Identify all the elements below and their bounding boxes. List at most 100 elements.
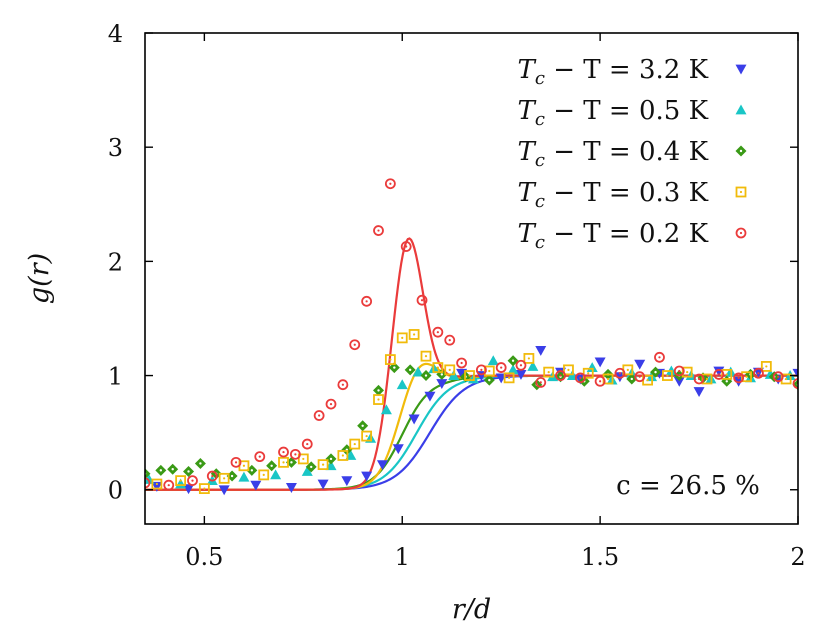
data-point [487, 355, 499, 366]
legend-marker [735, 145, 747, 157]
data-point [582, 367, 594, 379]
data-point [444, 334, 456, 346]
data-point [396, 332, 408, 344]
data-point [270, 469, 282, 480]
data-point [563, 364, 574, 376]
legend-marker [735, 104, 747, 115]
data-point [515, 370, 527, 380]
data-point [206, 470, 218, 482]
data-point [741, 371, 752, 383]
data-point [475, 364, 487, 376]
data-point [495, 362, 507, 373]
data-point [535, 377, 547, 388]
y-tick-label: 0 [108, 477, 123, 505]
data-point [713, 369, 725, 380]
concentration-annotation: c = 26.5 % [616, 471, 760, 501]
data-point [392, 444, 404, 455]
data-point [175, 475, 187, 487]
data-point [753, 367, 764, 379]
data-point [432, 362, 444, 373]
data-point [507, 364, 519, 375]
data-point [337, 450, 349, 461]
data-point [594, 375, 606, 387]
legend-label: Tc − T = 0.3 K [518, 178, 709, 212]
data-point [760, 361, 772, 372]
data-point [301, 438, 313, 450]
data-point [155, 464, 167, 476]
data-point [194, 457, 206, 469]
data-point [772, 371, 784, 383]
data-point [543, 366, 555, 378]
data-point [456, 357, 468, 369]
data-point [483, 365, 495, 377]
data-point [432, 326, 444, 338]
series-4-points [151, 329, 792, 495]
data-point [527, 360, 539, 371]
data-point [420, 370, 432, 382]
legend-marker [735, 186, 747, 198]
data-point [218, 472, 230, 484]
data-point [408, 414, 420, 425]
data-point [654, 351, 665, 363]
data-point [361, 430, 373, 442]
data-point [614, 367, 626, 379]
x-tick-label: 0.5 [185, 543, 223, 571]
data-point [289, 448, 301, 460]
data-point [523, 353, 535, 364]
data-point [555, 370, 566, 381]
data-point [373, 225, 384, 236]
legend-marker [735, 64, 747, 75]
data-point [693, 373, 705, 385]
x-tick-label: 1 [395, 543, 410, 571]
data-point [408, 329, 420, 340]
data-point [278, 446, 289, 458]
legend-label: Tc − T = 3.2 K [518, 55, 709, 89]
data-point [373, 394, 384, 405]
x-axis-label: r/d [452, 594, 491, 625]
legend-label: Tc − T = 0.2 K [518, 219, 709, 253]
data-point [673, 376, 685, 387]
data-point [464, 370, 475, 381]
data-point [503, 372, 515, 384]
x-tick-label: 2 [790, 543, 805, 571]
y-tick-label: 4 [108, 20, 123, 48]
legend-entry-4: Tc − T = 0.3 K [518, 178, 747, 212]
fit-curve-5 [145, 237, 798, 491]
data-point [230, 456, 242, 468]
data-point [384, 178, 396, 190]
data-point [574, 372, 586, 384]
data-point [701, 373, 713, 385]
data-point [151, 481, 163, 492]
y-axis-label: g(r) [24, 253, 55, 304]
data-point [285, 483, 297, 493]
data-point [349, 339, 361, 351]
data-point [507, 355, 519, 367]
data-point [444, 364, 456, 376]
data-point [412, 366, 424, 377]
data-point [317, 479, 329, 490]
data-point [681, 366, 693, 378]
data-point [278, 456, 289, 468]
data-point [384, 354, 396, 365]
data-point [325, 398, 337, 410]
data-point [317, 459, 329, 471]
data-point [372, 384, 384, 396]
data-point [361, 295, 373, 307]
data-point [535, 346, 547, 356]
legend-label: Tc − T = 0.4 K [518, 137, 709, 171]
data-point [183, 484, 195, 495]
data-point [376, 460, 388, 471]
data-point [218, 485, 230, 496]
data-point [420, 350, 432, 362]
data-point [349, 438, 361, 450]
data-point [361, 471, 373, 482]
y-tick-label: 2 [108, 248, 123, 276]
data-point [693, 387, 705, 398]
data-point [301, 465, 313, 476]
legend-label: Tc − T = 0.5 K [518, 96, 709, 130]
data-point [151, 478, 163, 490]
data-point [238, 471, 250, 482]
data-point [416, 294, 428, 306]
legend-marker [735, 227, 747, 239]
